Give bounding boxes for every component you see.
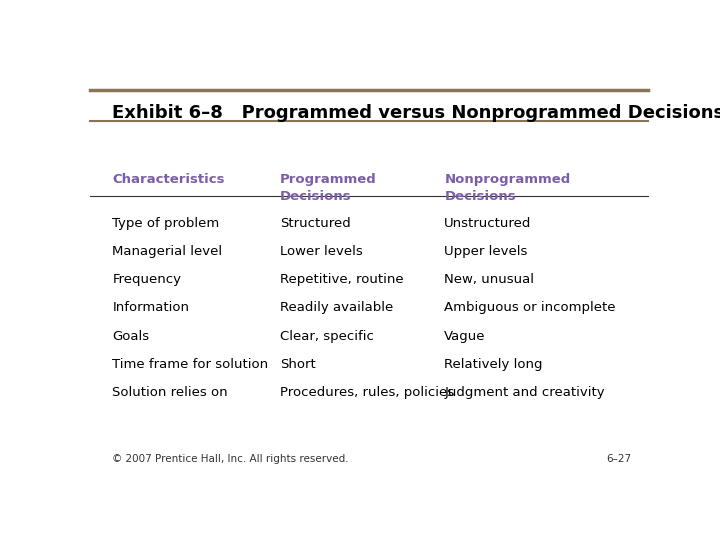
Text: © 2007 Prentice Hall, Inc. All rights reserved.: © 2007 Prentice Hall, Inc. All rights re… (112, 454, 349, 464)
Text: Clear, specific: Clear, specific (280, 329, 374, 343)
Text: Solution relies on: Solution relies on (112, 386, 228, 399)
Text: Repetitive, routine: Repetitive, routine (280, 273, 403, 286)
Text: Judgment and creativity: Judgment and creativity (444, 386, 605, 399)
Text: Structured: Structured (280, 217, 351, 230)
Text: Readily available: Readily available (280, 301, 393, 314)
Text: Programmed
Decisions: Programmed Decisions (280, 173, 377, 203)
Text: Procedures, rules, policies: Procedures, rules, policies (280, 386, 454, 399)
Text: Unstructured: Unstructured (444, 217, 531, 230)
Text: Short: Short (280, 358, 315, 371)
Text: Time frame for solution: Time frame for solution (112, 358, 269, 371)
Text: Lower levels: Lower levels (280, 245, 362, 258)
Text: New, unusual: New, unusual (444, 273, 534, 286)
Text: Exhibit 6–8   Programmed versus Nonprogrammed Decisions: Exhibit 6–8 Programmed versus Nonprogram… (112, 104, 720, 122)
Text: Type of problem: Type of problem (112, 217, 220, 230)
Text: Characteristics: Characteristics (112, 173, 225, 186)
Text: Vague: Vague (444, 329, 486, 343)
Text: Relatively long: Relatively long (444, 358, 543, 371)
Text: Nonprogrammed
Decisions: Nonprogrammed Decisions (444, 173, 570, 203)
Text: Goals: Goals (112, 329, 150, 343)
Text: Frequency: Frequency (112, 273, 181, 286)
Text: Upper levels: Upper levels (444, 245, 528, 258)
Text: Managerial level: Managerial level (112, 245, 222, 258)
Text: Ambiguous or incomplete: Ambiguous or incomplete (444, 301, 616, 314)
Text: Information: Information (112, 301, 189, 314)
Text: 6–27: 6–27 (606, 454, 631, 464)
